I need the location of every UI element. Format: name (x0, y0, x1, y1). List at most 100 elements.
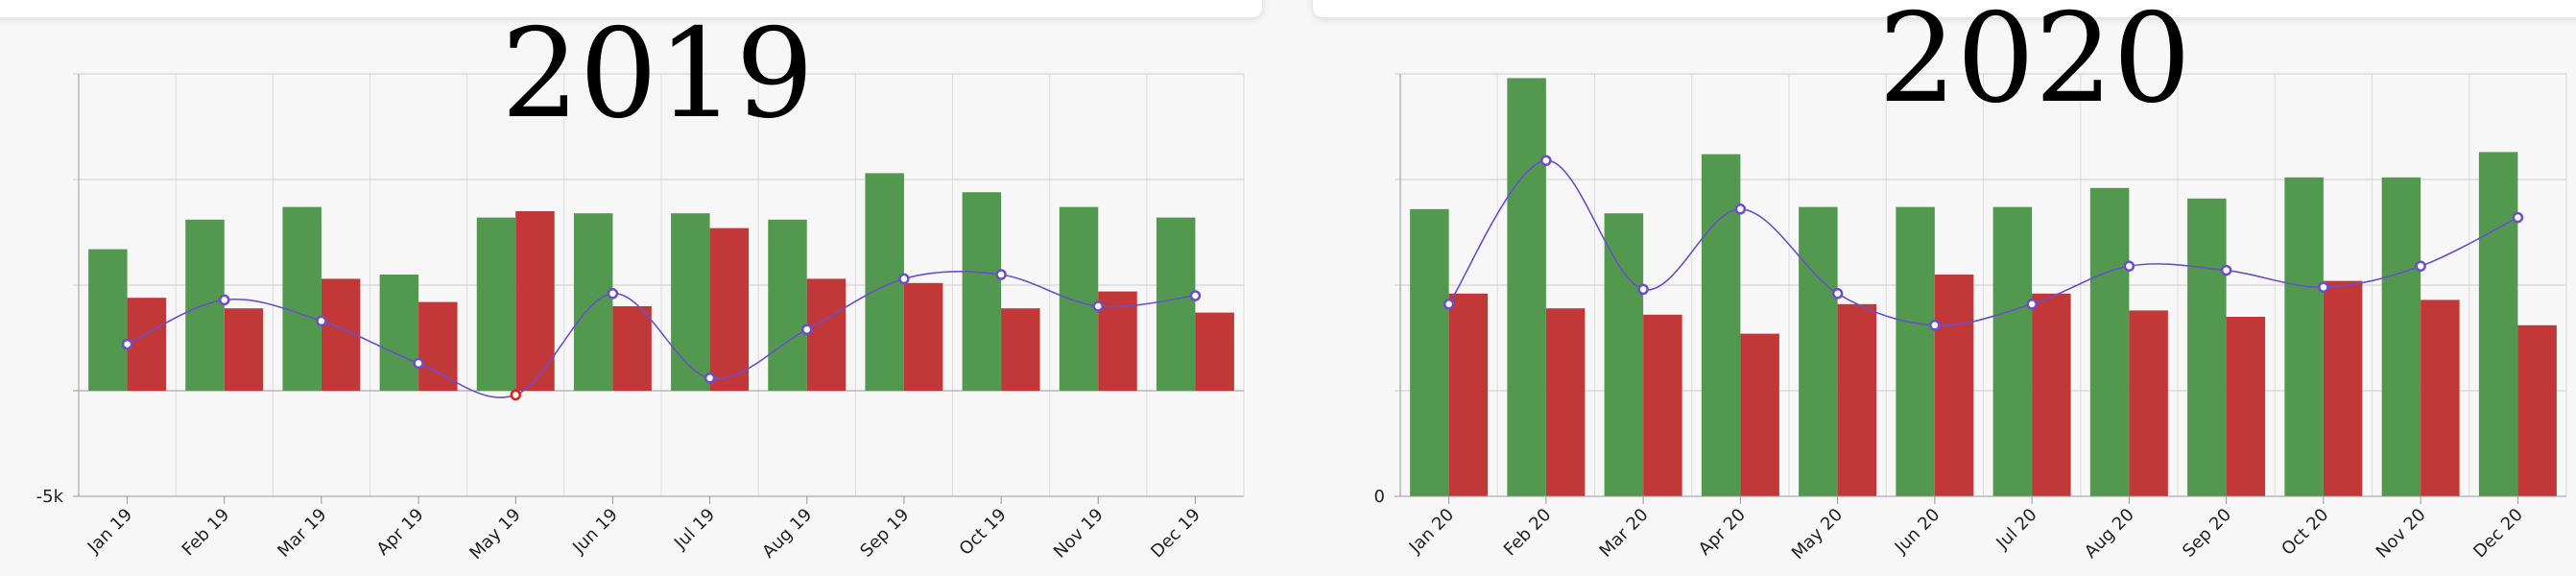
bar (224, 308, 264, 391)
point (2026, 299, 2038, 310)
bar (1098, 291, 1137, 391)
x-tick-label: Jun 20 (1891, 505, 1944, 559)
bar (1934, 275, 1974, 496)
bar (2129, 310, 2168, 496)
bar (515, 211, 555, 391)
bar (1001, 308, 1040, 391)
bar (1448, 293, 1489, 496)
y-tick-label: -5k (36, 487, 64, 507)
x-tick-label: Apr 20 (1695, 505, 1750, 560)
point (121, 338, 133, 350)
point (801, 324, 813, 335)
x-tick-label: Jul 19 (670, 505, 719, 554)
x-tick-label: Mar 19 (274, 505, 330, 562)
x-tick-label: Dec 20 (2469, 505, 2527, 563)
bar (2187, 198, 2227, 497)
bar (865, 173, 904, 391)
chart-title: 2020 (1878, 0, 2191, 131)
x-tick-label: Aug 19 (758, 505, 816, 563)
x-tick-label: Feb 20 (1500, 505, 1556, 561)
bar (1545, 308, 1586, 496)
point (607, 288, 619, 300)
point (316, 315, 327, 327)
x-tick-label: Feb 19 (179, 505, 234, 561)
x-tick-label: Mar 20 (1596, 505, 1653, 562)
point (1929, 320, 1941, 331)
bar (2284, 177, 2324, 497)
point (219, 294, 230, 306)
bar (1799, 206, 1838, 496)
bar (2421, 300, 2460, 496)
x-tick-label: Oct 19 (956, 505, 1011, 560)
x-tick-label: Jan 19 (83, 505, 136, 558)
bar (2226, 317, 2266, 496)
bar (1837, 303, 1877, 496)
bar (476, 217, 516, 391)
point (898, 273, 910, 285)
point (1637, 283, 1649, 296)
bar (768, 219, 807, 391)
point (2123, 260, 2135, 272)
x-tick-label: Sep 19 (856, 505, 913, 562)
bar (2478, 152, 2518, 496)
point (1443, 299, 1455, 310)
bar (1896, 206, 1935, 496)
y-tick-label: 0 (1374, 487, 1385, 507)
x-tick-label: Aug 20 (2081, 505, 2138, 563)
x-tick-label: Apr 19 (373, 505, 428, 560)
bar (1156, 217, 1196, 391)
bar (127, 298, 167, 391)
chart: -5k Jan 19 Feb 19 Mar 19 Apr 19 May 19 Jun 19 J… (36, 3, 1245, 564)
point (1831, 288, 1844, 300)
point (1092, 300, 1104, 312)
bar (1410, 208, 1449, 497)
x-tick-label: Jan 20 (1405, 505, 1458, 558)
bar (671, 213, 710, 391)
x-tick-label: Jun 19 (568, 505, 622, 559)
x-tick-label: Oct 20 (2278, 505, 2332, 560)
bar (1195, 312, 1234, 391)
bar (282, 206, 322, 391)
point (2220, 264, 2232, 276)
bar (806, 278, 847, 391)
bar (573, 213, 613, 391)
chart-title: 2019 (501, 3, 814, 146)
x-tick-label: Nov 20 (2373, 505, 2430, 563)
point (510, 389, 521, 401)
bar (612, 306, 652, 391)
bar (1740, 333, 1779, 496)
bar (1992, 206, 2033, 496)
bar (2032, 293, 2071, 496)
point (2318, 281, 2329, 293)
bar (1507, 78, 1546, 497)
card (1313, 0, 2576, 17)
bar (2517, 324, 2557, 496)
bar (1059, 206, 1099, 391)
point (2415, 260, 2426, 272)
x-tick-label: Sep 20 (2179, 505, 2235, 562)
bar (709, 228, 750, 391)
bar (2323, 280, 2363, 496)
bar (2381, 177, 2421, 497)
point (2512, 211, 2524, 224)
point (1734, 204, 1747, 215)
x-tick-label: May 20 (1788, 505, 1847, 564)
bar (2089, 187, 2130, 497)
x-tick-label: May 19 (465, 505, 524, 564)
point (1540, 155, 1552, 166)
bar (379, 275, 419, 391)
point (704, 372, 716, 384)
x-tick-label: Jul 20 (1992, 505, 2041, 554)
x-tick-label: Dec 19 (1147, 505, 1205, 563)
bar (1604, 213, 1644, 496)
chart: 0 Jan 20 Feb 20 Mar 20 Apr 20 May 20 Jun 20 Jul… (1374, 0, 2567, 564)
point (1189, 290, 1202, 301)
bar (962, 192, 1002, 391)
bar (418, 301, 458, 391)
bar (1701, 154, 1741, 496)
point (995, 269, 1007, 280)
bar (903, 282, 943, 391)
bar (1643, 314, 1682, 496)
